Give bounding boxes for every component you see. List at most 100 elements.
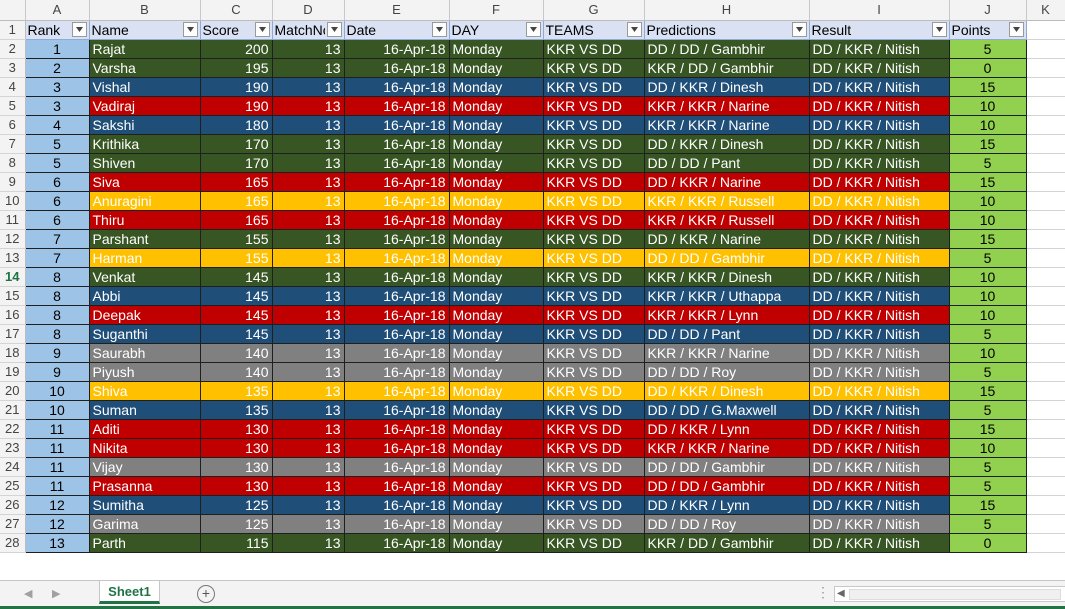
matchno-cell[interactable]: 13 xyxy=(272,476,345,496)
empty-cell[interactable] xyxy=(1026,400,1065,420)
rank-cell[interactable]: 12 xyxy=(25,495,90,515)
row-number[interactable]: 25 xyxy=(0,476,26,496)
teams-cell[interactable]: KKR VS DD xyxy=(543,172,645,192)
teams-cell[interactable]: KKR VS DD xyxy=(543,39,645,59)
score-cell[interactable]: 190 xyxy=(200,77,273,97)
empty-cell[interactable] xyxy=(1026,438,1065,458)
predictions-cell[interactable]: DD / KKR / Dinesh xyxy=(644,134,810,154)
name-cell[interactable]: Harman xyxy=(89,248,201,268)
header-cell-predictions[interactable]: Predictions xyxy=(644,20,810,40)
day-cell[interactable]: Monday xyxy=(449,514,544,534)
teams-cell[interactable]: KKR VS DD xyxy=(543,134,645,154)
points-cell[interactable]: 5 xyxy=(949,153,1027,173)
rank-cell[interactable]: 5 xyxy=(25,134,90,154)
empty-cell[interactable] xyxy=(1026,248,1065,268)
day-cell[interactable]: Monday xyxy=(449,134,544,154)
date-cell[interactable]: 16-Apr-18 xyxy=(344,96,450,116)
predictions-cell[interactable]: KKR / KKR / Dinesh xyxy=(644,267,810,287)
rank-cell[interactable]: 10 xyxy=(25,381,90,401)
score-cell[interactable]: 140 xyxy=(200,362,273,382)
rank-cell[interactable]: 8 xyxy=(25,305,90,325)
day-cell[interactable]: Monday xyxy=(449,210,544,230)
row-number[interactable]: 4 xyxy=(0,77,26,97)
teams-cell[interactable]: KKR VS DD xyxy=(543,305,645,325)
date-cell[interactable]: 16-Apr-18 xyxy=(344,514,450,534)
day-cell[interactable]: Monday xyxy=(449,438,544,458)
name-cell[interactable]: Siva xyxy=(89,172,201,192)
empty-cell[interactable] xyxy=(1026,191,1065,211)
empty-cell[interactable] xyxy=(1026,115,1065,135)
row-number[interactable]: 16 xyxy=(0,305,26,325)
matchno-cell[interactable]: 13 xyxy=(272,58,345,78)
matchno-cell[interactable]: 13 xyxy=(272,153,345,173)
day-cell[interactable]: Monday xyxy=(449,324,544,344)
score-cell[interactable]: 170 xyxy=(200,153,273,173)
teams-cell[interactable]: KKR VS DD xyxy=(543,514,645,534)
predictions-cell[interactable]: KKR / KKR / Narine xyxy=(644,96,810,116)
score-cell[interactable]: 135 xyxy=(200,381,273,401)
name-cell[interactable]: Saurabh xyxy=(89,343,201,363)
points-cell[interactable]: 10 xyxy=(949,210,1027,230)
select-all-corner[interactable] xyxy=(0,0,26,21)
predictions-cell[interactable]: DD / DD / Gambhir xyxy=(644,476,810,496)
name-cell[interactable]: Anuragini xyxy=(89,191,201,211)
rank-cell[interactable]: 10 xyxy=(25,400,90,420)
header-cell-result[interactable]: Result xyxy=(809,20,950,40)
empty-cell[interactable] xyxy=(1026,533,1065,553)
name-cell[interactable]: Thiru xyxy=(89,210,201,230)
matchno-cell[interactable]: 13 xyxy=(272,343,345,363)
teams-cell[interactable]: KKR VS DD xyxy=(543,115,645,135)
result-cell[interactable]: DD / KKR / Nitish xyxy=(809,419,950,439)
day-cell[interactable]: Monday xyxy=(449,39,544,59)
row-number[interactable]: 3 xyxy=(0,58,26,78)
name-cell[interactable]: Shiva xyxy=(89,381,201,401)
matchno-cell[interactable]: 13 xyxy=(272,514,345,534)
result-cell[interactable]: DD / KKR / Nitish xyxy=(809,77,950,97)
row-number[interactable]: 15 xyxy=(0,286,26,306)
teams-cell[interactable]: KKR VS DD xyxy=(543,419,645,439)
empty-cell[interactable] xyxy=(1026,77,1065,97)
row-number[interactable]: 8 xyxy=(0,153,26,173)
matchno-cell[interactable]: 13 xyxy=(272,438,345,458)
result-cell[interactable]: DD / KKR / Nitish xyxy=(809,267,950,287)
points-cell[interactable]: 15 xyxy=(949,172,1027,192)
header-cell-points[interactable]: Points xyxy=(949,20,1027,40)
splitter-handle-icon[interactable]: ⋮ xyxy=(816,584,830,600)
filter-dropdown-icon[interactable] xyxy=(326,22,342,37)
name-cell[interactable]: Suganthi xyxy=(89,324,201,344)
points-cell[interactable]: 5 xyxy=(949,400,1027,420)
points-cell[interactable]: 10 xyxy=(949,115,1027,135)
predictions-cell[interactable]: KKR / KKR / Russell xyxy=(644,191,810,211)
score-cell[interactable]: 165 xyxy=(200,172,273,192)
points-cell[interactable]: 0 xyxy=(949,533,1027,553)
rank-cell[interactable]: 11 xyxy=(25,457,90,477)
date-cell[interactable]: 16-Apr-18 xyxy=(344,343,450,363)
matchno-cell[interactable]: 13 xyxy=(272,400,345,420)
predictions-cell[interactable]: KKR / KKR / Narine xyxy=(644,115,810,135)
rank-cell[interactable]: 4 xyxy=(25,115,90,135)
column-header-e[interactable]: E xyxy=(344,0,450,21)
date-cell[interactable]: 16-Apr-18 xyxy=(344,438,450,458)
score-cell[interactable]: 165 xyxy=(200,191,273,211)
date-cell[interactable]: 16-Apr-18 xyxy=(344,419,450,439)
column-header-j[interactable]: J xyxy=(949,0,1027,21)
day-cell[interactable]: Monday xyxy=(449,153,544,173)
teams-cell[interactable]: KKR VS DD xyxy=(543,267,645,287)
sheet-tab-sheet1[interactable]: Sheet1 xyxy=(99,581,160,604)
column-header-h[interactable]: H xyxy=(644,0,810,21)
matchno-cell[interactable]: 13 xyxy=(272,457,345,477)
date-cell[interactable]: 16-Apr-18 xyxy=(344,248,450,268)
row-number[interactable]: 28 xyxy=(0,533,26,553)
teams-cell[interactable]: KKR VS DD xyxy=(543,191,645,211)
day-cell[interactable]: Monday xyxy=(449,172,544,192)
predictions-cell[interactable]: DD / KKR / Dinesh xyxy=(644,77,810,97)
header-cell-score[interactable]: Score xyxy=(200,20,273,40)
rank-cell[interactable]: 8 xyxy=(25,267,90,287)
column-header-f[interactable]: F xyxy=(449,0,544,21)
day-cell[interactable]: Monday xyxy=(449,419,544,439)
name-cell[interactable]: Sumitha xyxy=(89,495,201,515)
name-cell[interactable]: Nikita xyxy=(89,438,201,458)
column-header-i[interactable]: I xyxy=(809,0,950,21)
date-cell[interactable]: 16-Apr-18 xyxy=(344,362,450,382)
empty-cell[interactable] xyxy=(1026,457,1065,477)
